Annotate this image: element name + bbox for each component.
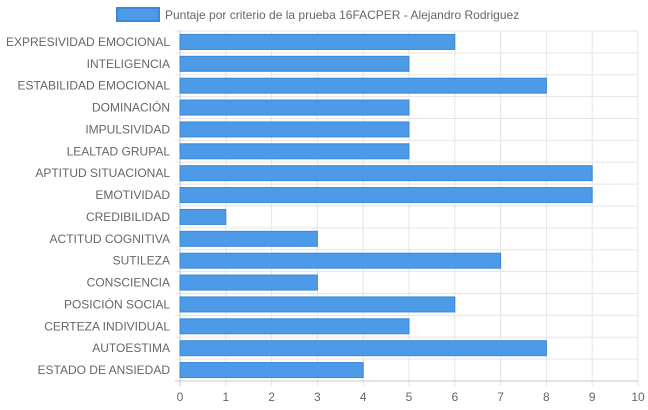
y-tick-label: EXPRESIVIDAD EMOCIONAL [6,35,170,49]
bar[interactable] [179,143,410,160]
x-tick-label: 2 [268,390,275,404]
x-tick-label: 10 [631,390,645,404]
y-tick-label: AUTOESTIMA [92,341,170,355]
legend[interactable]: Puntaje por criterio de la prueba 16FACP… [116,7,519,22]
y-tick-label: APTITUD SITUACIONAL [35,166,170,180]
x-tick-label: 1 [222,390,229,404]
y-tick-label: LEALTAD GRUPAL [67,144,171,158]
x-tick-label: 9 [589,390,596,404]
bar[interactable] [179,252,502,269]
bar[interactable] [179,187,593,204]
y-tick-label: POSICIÓN SOCIAL [64,296,170,311]
bar[interactable] [179,121,410,138]
bar[interactable] [179,165,593,182]
bar[interactable] [179,99,410,116]
x-tick-label: 3 [314,390,321,404]
x-tick-label: 7 [497,390,504,404]
y-tick-label: CREDIBILIDAD [86,210,170,224]
y-tick-label: SUTILEZA [113,254,170,268]
y-tick-label: EMOTIVIDAD [95,188,170,202]
bar[interactable] [179,362,364,379]
y-tick-label: DOMINACIÓN [92,100,170,115]
x-tick-label: 6 [451,390,458,404]
x-tick-label: 0 [177,390,184,404]
y-tick-label: CONSCIENCIA [87,276,170,290]
x-tick-label: 4 [360,390,367,404]
x-tick-label: 8 [543,390,550,404]
bar[interactable] [179,33,456,50]
legend-label: Puntaje por criterio de la prueba 16FACP… [165,8,519,22]
y-tick-label: ESTADO DE ANSIEDAD [38,363,171,377]
y-tick-label: INTELIGENCIA [87,57,170,71]
y-tick-label: ACTITUD COGNITIVA [50,232,170,246]
bar[interactable] [179,77,547,94]
bar[interactable] [179,340,547,357]
legend-swatch [116,7,160,22]
bar[interactable] [179,274,318,291]
bar[interactable] [179,208,227,225]
x-tick-label: 5 [406,390,413,404]
bar[interactable] [179,296,456,313]
y-tick-label: ESTABILIDAD EMOCIONAL [18,79,171,93]
y-tick-label: IMPULSIVIDAD [85,122,170,136]
bar[interactable] [179,318,410,335]
bar[interactable] [179,55,410,72]
bar[interactable] [179,230,318,247]
y-tick-label: CERTEZA INDIVIDUAL [44,319,170,333]
